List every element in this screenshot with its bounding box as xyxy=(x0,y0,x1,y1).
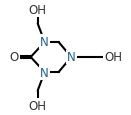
Text: OH: OH xyxy=(29,4,47,17)
Text: N: N xyxy=(40,66,49,79)
Text: O: O xyxy=(10,51,19,64)
Text: OH: OH xyxy=(29,99,47,112)
Text: N: N xyxy=(40,36,49,49)
Text: N: N xyxy=(67,51,76,64)
Text: OH: OH xyxy=(104,51,122,64)
